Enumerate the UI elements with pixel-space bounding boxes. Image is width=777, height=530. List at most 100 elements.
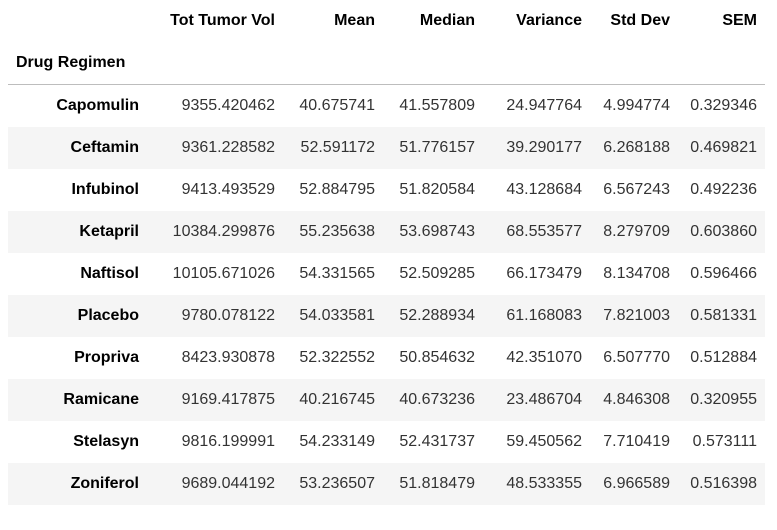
cell-mean: 40.675741 [299,97,375,114]
cell-median: 51.776157 [399,139,475,156]
cell-std-dev: 6.567243 [603,181,670,198]
table-row: Infubinol 9413.493529 52.884795 51.82058… [8,169,765,211]
cell-tot-tumor-vol: 10105.671026 [172,265,275,282]
cell-mean: 54.233149 [299,433,375,450]
cell-std-dev: 4.846308 [603,391,670,408]
cell-sem: 0.492236 [690,181,757,198]
cell-tot-tumor-vol: 9816.199991 [181,433,275,450]
row-label: Ramicane [63,391,139,408]
index-name-spacer [590,42,678,85]
row-label: Capomulin [56,97,139,114]
table-row: Ramicane 9169.417875 40.216745 40.673236… [8,379,765,421]
cell-sem: 0.329346 [690,97,757,114]
cell-median: 41.557809 [399,97,475,114]
column-header-median: Median [419,12,475,29]
index-name-spacer [383,42,483,85]
table-body: Capomulin 9355.420462 40.675741 41.55780… [8,85,765,505]
cell-std-dev: 6.966589 [603,475,670,492]
table-header: Tot Tumor Vol Mean Median Variance Std D… [8,0,765,85]
cell-mean: 54.033581 [299,307,375,324]
cell-variance: 68.553577 [506,223,582,240]
row-label: Placebo [77,307,139,324]
index-name-row: Drug Regimen [8,42,765,85]
cell-std-dev: 7.821003 [603,307,670,324]
cell-tot-tumor-vol: 9689.044192 [181,475,275,492]
table-row: Capomulin 9355.420462 40.675741 41.55780… [8,85,765,128]
cell-median: 52.431737 [399,433,475,450]
row-label: Naftisol [80,265,139,282]
cell-std-dev: 7.710419 [603,433,670,450]
cell-tot-tumor-vol: 9169.417875 [181,391,275,408]
cell-variance: 23.486704 [506,391,582,408]
cell-sem: 0.603860 [690,223,757,240]
index-name-spacer [283,42,383,85]
column-header-std-dev: Std Dev [610,12,670,29]
cell-mean: 52.322552 [299,349,375,366]
cell-tot-tumor-vol: 9355.420462 [181,97,275,114]
cell-tot-tumor-vol: 10384.299876 [172,223,275,240]
table-row: Ketapril 10384.299876 55.235638 53.69874… [8,211,765,253]
table-row: Placebo 9780.078122 54.033581 52.288934 … [8,295,765,337]
cell-mean: 40.216745 [299,391,375,408]
cell-std-dev: 8.134708 [603,265,670,282]
cell-variance: 61.168083 [506,307,582,324]
header-blank-cell [8,0,147,42]
table-row: Propriva 8423.930878 52.322552 50.854632… [8,337,765,379]
cell-variance: 24.947764 [506,97,582,114]
cell-mean: 53.236507 [299,475,375,492]
column-header-tot-tumor-vol: Tot Tumor Vol [170,12,275,29]
cell-median: 52.509285 [399,265,475,282]
cell-variance: 66.173479 [506,265,582,282]
cell-sem: 0.596466 [690,265,757,282]
cell-mean: 52.884795 [299,181,375,198]
cell-variance: 39.290177 [506,139,582,156]
table-row: Zoniferol 9689.044192 53.236507 51.81847… [8,463,765,505]
dataframe-output: Tot Tumor Vol Mean Median Variance Std D… [8,0,765,505]
column-header-row: Tot Tumor Vol Mean Median Variance Std D… [8,0,765,42]
cell-std-dev: 4.994774 [603,97,670,114]
row-label: Ketapril [79,223,139,240]
row-label: Infubinol [71,181,139,198]
summary-statistics-table: Tot Tumor Vol Mean Median Variance Std D… [8,0,765,505]
index-name-label: Drug Regimen [16,54,126,71]
cell-sem: 0.573111 [692,433,757,450]
cell-median: 40.673236 [399,391,475,408]
cell-tot-tumor-vol: 9361.228582 [181,139,275,156]
row-label: Stelasyn [73,433,139,450]
cell-tot-tumor-vol: 9413.493529 [181,181,275,198]
cell-std-dev: 8.279709 [603,223,670,240]
cell-mean: 54.331565 [299,265,375,282]
table-row: Stelasyn 9816.199991 54.233149 52.431737… [8,421,765,463]
index-name-spacer [678,42,765,85]
cell-mean: 55.235638 [299,223,375,240]
cell-tot-tumor-vol: 8423.930878 [181,349,275,366]
cell-sem: 0.516398 [690,475,757,492]
cell-median: 51.818479 [399,475,475,492]
cell-tot-tumor-vol: 9780.078122 [181,307,275,324]
row-label: Ceftamin [70,139,139,156]
index-name-spacer [147,42,283,85]
cell-std-dev: 6.268188 [603,139,670,156]
table-row: Ceftamin 9361.228582 52.591172 51.776157… [8,127,765,169]
cell-median: 51.820584 [399,181,475,198]
table-row: Naftisol 10105.671026 54.331565 52.50928… [8,253,765,295]
column-header-sem: SEM [722,12,757,29]
cell-variance: 59.450562 [506,433,582,450]
cell-std-dev: 6.507770 [603,349,670,366]
cell-variance: 48.533355 [506,475,582,492]
cell-median: 52.288934 [399,307,475,324]
column-header-variance: Variance [516,12,582,29]
cell-sem: 0.581331 [690,307,757,324]
cell-sem: 0.469821 [690,139,757,156]
cell-variance: 42.351070 [506,349,582,366]
cell-variance: 43.128684 [506,181,582,198]
cell-median: 53.698743 [399,223,475,240]
cell-mean: 52.591172 [300,139,375,156]
row-label: Propriva [74,349,139,366]
cell-median: 50.854632 [399,349,475,366]
cell-sem: 0.512884 [690,349,757,366]
cell-sem: 0.320955 [690,391,757,408]
row-label: Zoniferol [70,475,139,492]
index-name-spacer [483,42,590,85]
column-header-mean: Mean [334,12,375,29]
